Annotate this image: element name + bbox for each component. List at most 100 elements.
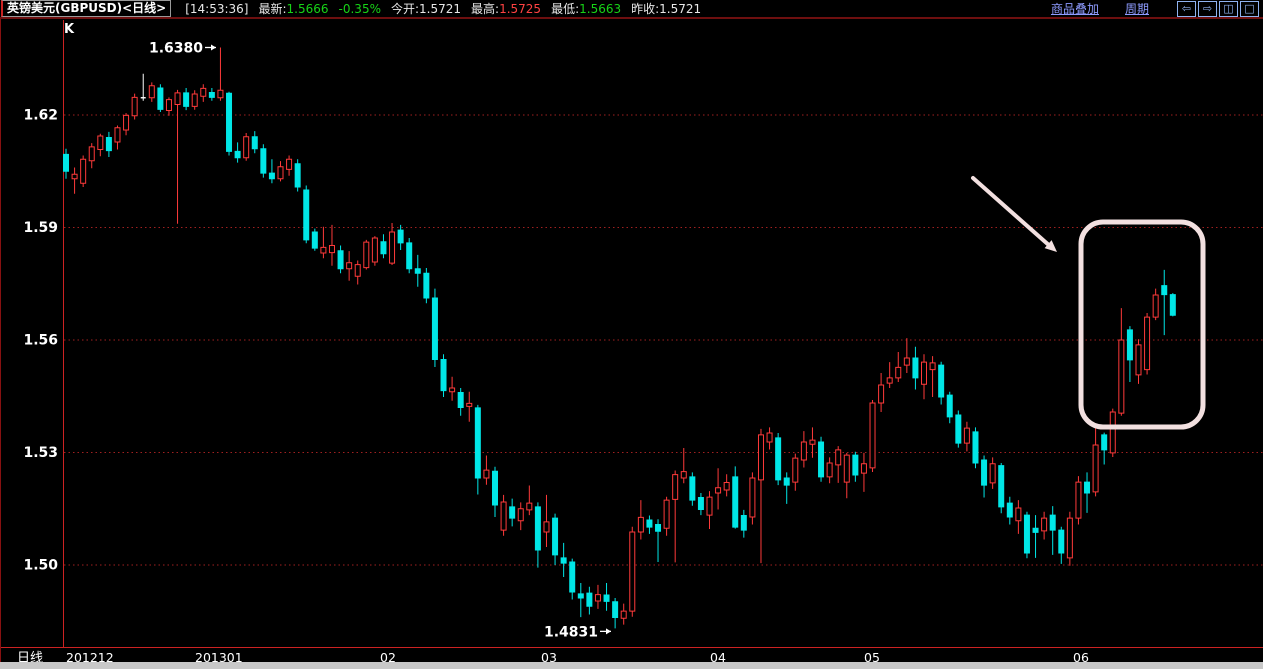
candle-down-body	[912, 357, 919, 379]
candle-up-body	[723, 482, 730, 491]
candle-down-body	[852, 454, 859, 476]
candle-down-body	[560, 557, 567, 564]
field-low: 最低:1.5663	[551, 2, 622, 16]
field-open: 今开:1.5721	[390, 2, 462, 16]
y-axis-label: 1.62	[23, 108, 58, 124]
candle-down-body	[397, 229, 404, 244]
candle-down-body	[775, 437, 782, 481]
back-icon[interactable]: ⇦	[1177, 0, 1196, 17]
candle-down-body	[105, 137, 112, 152]
maximize-icon[interactable]: □	[1240, 0, 1259, 17]
open-price: 1.5721	[419, 2, 462, 16]
candle-up-body	[97, 135, 104, 150]
field-last: 最新:1.5666	[258, 2, 329, 16]
candle-down-body	[474, 407, 481, 479]
candle-down-body	[380, 241, 387, 255]
candle-up-body	[860, 463, 867, 474]
candle-up-body	[88, 146, 95, 162]
candle-up-body	[80, 158, 87, 184]
prev-close-price: 1.5721	[659, 2, 702, 16]
candle-down-body	[732, 476, 739, 528]
candle-down-body	[1023, 514, 1030, 554]
candle-up-body	[148, 85, 155, 99]
candle-up-body	[1092, 444, 1099, 493]
candle-up-body	[517, 508, 524, 522]
candle-down-body	[783, 477, 790, 486]
pointer-arrowhead	[1044, 240, 1057, 252]
forward-icon[interactable]: ⇨	[1198, 0, 1217, 17]
overlay-symbol-link[interactable]: 商品叠加	[1050, 2, 1099, 16]
candle-down-body	[234, 150, 241, 159]
candle-up-body	[878, 384, 885, 404]
high-annotation-text: 1.6380	[149, 41, 203, 57]
candle-up-body	[123, 114, 130, 131]
candle-down-body	[972, 431, 979, 464]
last-price: 1.5666	[286, 2, 329, 16]
candle-up-body	[200, 87, 207, 97]
low-annotation-text: 1.4831	[544, 624, 598, 640]
candle-down-body	[955, 414, 962, 444]
candle-down-body	[946, 394, 953, 418]
candle-up-body	[809, 439, 816, 445]
candle-up-body	[672, 474, 679, 500]
candle-up-body	[354, 264, 361, 277]
candle-up-body	[526, 502, 533, 511]
candle-up-body	[843, 454, 850, 483]
candle-down-body	[260, 148, 267, 174]
candle-down-body	[818, 441, 825, 478]
candle-down-body	[1161, 285, 1168, 296]
candle-up-body	[543, 521, 550, 533]
candle-down-body	[492, 470, 498, 506]
candle-down-body	[603, 594, 610, 602]
candle-down-body	[689, 476, 696, 501]
field-prev-close: 昨收:1.5721	[631, 2, 702, 16]
candle-up-body	[114, 127, 121, 143]
quote-time: [14:53:36]	[185, 1, 249, 16]
candle-up-body	[466, 402, 473, 407]
candle-down-body	[612, 601, 619, 618]
y-axis-label: 1.50	[23, 558, 58, 574]
low-price: 1.5663	[579, 2, 622, 16]
candle-up-body	[989, 463, 996, 484]
candle-up-body	[389, 231, 396, 264]
x-axis-label: 04	[710, 650, 726, 665]
candle-up-body	[680, 471, 687, 479]
y-axis-label: 1.59	[23, 220, 58, 236]
candle-down-body	[577, 593, 584, 599]
candle-up-body	[594, 594, 601, 602]
candle-down-body	[1032, 527, 1039, 533]
candle-up-body	[243, 136, 250, 159]
x-axis-label: 02	[380, 650, 396, 665]
candle-down-body	[268, 172, 275, 180]
candle-down-body	[981, 459, 988, 486]
candle-down-body	[509, 506, 516, 519]
split-window-icon[interactable]: ◫	[1219, 0, 1238, 17]
high-price: 1.5725	[499, 2, 542, 16]
candle-down-body	[440, 359, 447, 392]
candle-down-body	[183, 92, 190, 107]
high-annotation-arrowhead	[211, 44, 216, 51]
candle-down-body	[1101, 434, 1108, 451]
candle-down-body	[569, 561, 576, 593]
candle-down-body	[1126, 329, 1133, 361]
change-percent: -0.35%	[338, 1, 381, 16]
candle-up-body	[71, 173, 78, 180]
candle-up-body	[1041, 517, 1048, 532]
quote-bar: 英镑美元(GBPUSD)<日线> [14:53:36] 最新:1.5666 -0…	[0, 0, 1263, 17]
candle-up-body	[903, 357, 910, 366]
period-link[interactable]: 周期	[1124, 2, 1149, 16]
candle-down-body	[646, 519, 653, 528]
candle-up-body	[629, 531, 636, 612]
candle-up-body	[886, 377, 893, 384]
candle-up-body	[371, 237, 378, 263]
candle-down-body	[63, 153, 69, 172]
candle-up-body	[921, 361, 927, 385]
candle-up-body	[963, 427, 970, 444]
candle-down-body	[303, 189, 310, 241]
candle-down-body	[1169, 294, 1176, 316]
candle-up-body	[637, 516, 644, 533]
candle-down-body	[998, 465, 1005, 508]
candle-down-body	[938, 364, 945, 398]
